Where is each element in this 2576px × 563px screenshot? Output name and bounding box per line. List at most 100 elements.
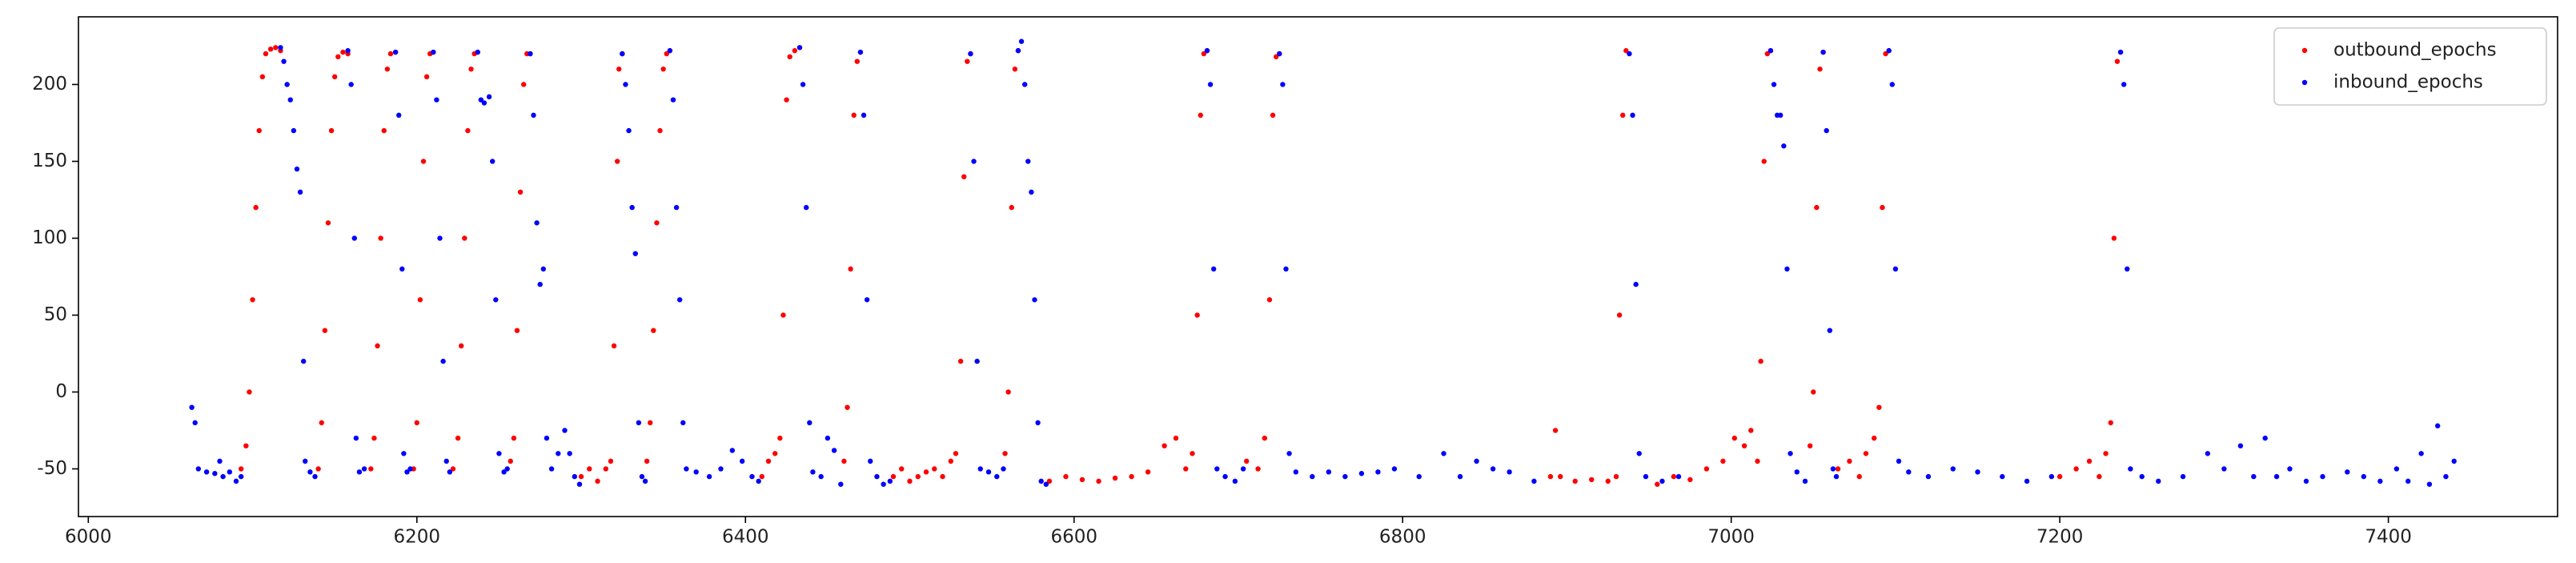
- point: [1633, 281, 1639, 288]
- point: [1643, 473, 1649, 480]
- point: [1627, 50, 1632, 57]
- point: [626, 127, 632, 134]
- point: [567, 451, 572, 456]
- point: [572, 473, 578, 480]
- point: [478, 97, 484, 103]
- point: [1391, 466, 1398, 472]
- point: [1025, 159, 1031, 164]
- point: [238, 473, 244, 480]
- point: [2393, 466, 2400, 472]
- point: [657, 127, 663, 134]
- point: [511, 435, 517, 441]
- point: [1001, 466, 1006, 472]
- point: [1741, 443, 1747, 448]
- point: [1794, 469, 1800, 475]
- point: [2114, 58, 2121, 64]
- point: [868, 458, 873, 464]
- point: [486, 94, 492, 100]
- point: [1636, 451, 1642, 456]
- point: [2205, 451, 2211, 456]
- point: [328, 127, 335, 134]
- point: [825, 435, 831, 441]
- point: [212, 471, 218, 477]
- point: [423, 74, 430, 80]
- point: [965, 58, 970, 64]
- point: [508, 458, 513, 464]
- point: [1326, 469, 1332, 475]
- point: [765, 458, 772, 464]
- point: [414, 420, 419, 426]
- point: [1720, 458, 1726, 464]
- point: [420, 159, 427, 164]
- point: [1201, 50, 1207, 57]
- point: [1814, 204, 1820, 211]
- point: [1847, 458, 1852, 464]
- point: [1063, 473, 1069, 480]
- point: [684, 466, 689, 472]
- point: [331, 74, 338, 80]
- point: [810, 469, 816, 475]
- point: [256, 127, 262, 134]
- point: [2073, 466, 2079, 472]
- point: [1630, 112, 1635, 119]
- point: [2111, 235, 2117, 241]
- point: [540, 266, 547, 272]
- point: [287, 97, 293, 103]
- y-tick-label: 200: [32, 74, 67, 95]
- point: [322, 328, 328, 333]
- legend-marker: [2301, 79, 2308, 86]
- point: [1531, 478, 1537, 485]
- point: [227, 469, 233, 475]
- point: [220, 473, 226, 480]
- point: [1824, 127, 1829, 134]
- point: [528, 50, 533, 57]
- point: [1889, 82, 1895, 87]
- point: [1358, 471, 1365, 477]
- point: [1173, 435, 1179, 441]
- point: [800, 82, 806, 87]
- point: [644, 458, 650, 464]
- point: [1280, 82, 1286, 87]
- point: [1079, 477, 1085, 483]
- point: [1876, 404, 1882, 410]
- point: [777, 435, 783, 441]
- point: [807, 420, 813, 426]
- point: [1807, 443, 1813, 448]
- point: [531, 112, 536, 119]
- point: [297, 189, 303, 195]
- point: [1038, 478, 1044, 485]
- point: [443, 458, 449, 464]
- point: [792, 48, 798, 54]
- point: [948, 458, 953, 464]
- point: [1761, 159, 1767, 164]
- point: [1771, 82, 1777, 87]
- point: [2251, 473, 2257, 480]
- point: [501, 469, 507, 475]
- point: [1277, 50, 1282, 57]
- point: [2221, 466, 2227, 472]
- point: [340, 49, 346, 55]
- point: [447, 469, 453, 475]
- point: [351, 235, 357, 241]
- point: [756, 478, 761, 485]
- point: [431, 49, 436, 55]
- point: [247, 389, 252, 395]
- point: [335, 54, 341, 60]
- point: [784, 97, 789, 103]
- point: [1015, 48, 1021, 54]
- point: [2097, 473, 2102, 480]
- point: [2180, 473, 2186, 480]
- point: [841, 458, 847, 464]
- point: [961, 174, 967, 179]
- point: [887, 478, 893, 485]
- point: [676, 297, 683, 303]
- point: [971, 159, 977, 164]
- point: [1129, 473, 1134, 480]
- point: [1833, 473, 1840, 480]
- point: [1018, 38, 1025, 44]
- point: [556, 451, 561, 456]
- point: [1975, 469, 1980, 475]
- point: [718, 466, 724, 472]
- point: [353, 435, 359, 441]
- point: [2405, 478, 2411, 485]
